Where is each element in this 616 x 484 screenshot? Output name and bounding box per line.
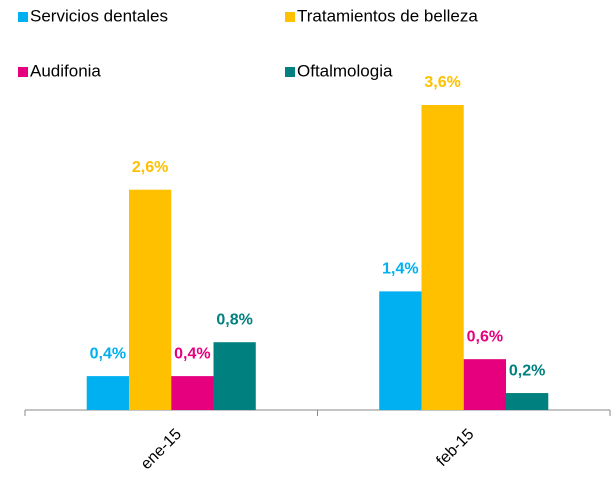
legend-swatch (18, 67, 28, 77)
bar (86, 376, 129, 410)
bar (128, 189, 172, 410)
value-label: 3,6% (424, 74, 460, 91)
value-label: 1,4% (382, 261, 418, 278)
bar (463, 359, 507, 410)
legend-label: Servicios dentales (30, 6, 168, 25)
legend-label: Tratamientos de belleza (297, 6, 478, 25)
value-label: 0,2% (509, 362, 545, 379)
value-label: 0,8% (216, 311, 252, 328)
legend-swatch (18, 12, 28, 22)
value-label: 0,4% (90, 345, 126, 362)
value-label: 0,6% (467, 328, 503, 345)
bar (171, 376, 214, 410)
bar (506, 393, 549, 410)
bar (379, 291, 422, 410)
legend-label: Audifonia (30, 61, 101, 80)
legend-swatch (285, 67, 295, 77)
bar (213, 342, 256, 410)
legend-label: Oftalmologia (297, 61, 393, 80)
legend-swatch (285, 12, 295, 22)
value-label: 0,4% (174, 345, 210, 362)
x-tick-label: feb-15 (433, 426, 477, 470)
x-tick-label: ene-15 (138, 426, 185, 473)
bar (421, 105, 464, 410)
value-label: 2,6% (132, 159, 168, 176)
